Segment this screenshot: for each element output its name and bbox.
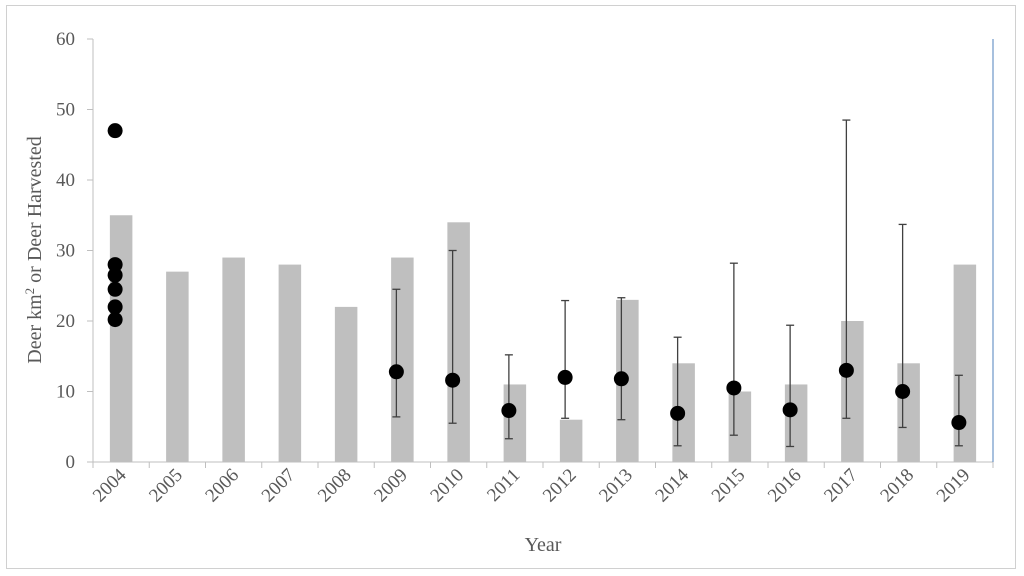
data-point bbox=[838, 362, 854, 378]
data-point bbox=[670, 405, 686, 421]
data-point bbox=[107, 267, 123, 283]
bar bbox=[166, 271, 189, 462]
x-tick-label: 2008 bbox=[314, 465, 356, 507]
x-tick-label: 2011 bbox=[483, 465, 524, 506]
point-series bbox=[107, 123, 967, 431]
x-tick-labels: 2004 2005 2006 2007 2008 2009 2010 2011 2012 2013… bbox=[89, 464, 974, 506]
error-bar-series bbox=[392, 119, 963, 448]
bar bbox=[784, 384, 808, 462]
data-point bbox=[445, 372, 461, 388]
data-point bbox=[951, 415, 967, 431]
bar bbox=[334, 306, 358, 462]
data-point bbox=[107, 312, 123, 328]
x-tick-label: 2015 bbox=[708, 465, 750, 507]
y-axis-title: Deer km2 or Deer Harvested bbox=[22, 136, 46, 364]
x-tick-label: 2007 bbox=[258, 465, 300, 507]
bar bbox=[503, 384, 527, 462]
x-tick-label: 2012 bbox=[539, 465, 581, 507]
bar bbox=[953, 264, 977, 462]
y-tick-label: 20 bbox=[56, 311, 75, 332]
x-tick-label: 2006 bbox=[201, 465, 243, 507]
x-tick-label: 2018 bbox=[876, 465, 918, 507]
data-point bbox=[107, 281, 123, 297]
data-point bbox=[501, 403, 517, 419]
data-point bbox=[782, 402, 798, 418]
bar bbox=[109, 215, 133, 462]
data-point bbox=[107, 299, 123, 315]
x-tick-label: 2010 bbox=[426, 465, 468, 507]
y-tick-label: 40 bbox=[56, 170, 75, 191]
bar bbox=[559, 419, 583, 462]
bar bbox=[841, 321, 864, 462]
y-tick-label: 0 bbox=[66, 452, 76, 473]
y-tick-label: 10 bbox=[56, 382, 75, 403]
bar bbox=[897, 363, 920, 462]
y-tick-label: 30 bbox=[56, 241, 75, 262]
x-tick-label: 2017 bbox=[820, 465, 862, 507]
data-point bbox=[895, 384, 911, 399]
axes bbox=[87, 38, 994, 468]
data-point bbox=[388, 364, 404, 380]
bar bbox=[728, 391, 752, 462]
data-point bbox=[613, 371, 629, 387]
y-tick-label: 50 bbox=[56, 100, 75, 121]
bar bbox=[447, 222, 470, 462]
y-axis-title-rest: or Deer Harvested bbox=[24, 136, 46, 288]
data-point bbox=[107, 123, 123, 139]
x-tick-label: 2014 bbox=[651, 464, 693, 506]
bar bbox=[222, 257, 245, 462]
y-axis-title-main: Deer km bbox=[24, 294, 46, 364]
x-tick-label: 2009 bbox=[370, 465, 412, 507]
bar bbox=[278, 264, 302, 462]
x-tick-label: 2013 bbox=[595, 465, 637, 507]
x-tick-label: 2019 bbox=[933, 465, 975, 507]
data-point bbox=[557, 369, 573, 385]
data-point bbox=[107, 257, 123, 273]
data-point bbox=[726, 380, 742, 396]
x-tick-label: 2004 bbox=[89, 464, 131, 506]
chart-frame bbox=[6, 5, 1016, 569]
y-axis-title-superscript: 2 bbox=[22, 288, 37, 295]
y-tick-label: 60 bbox=[56, 29, 75, 50]
y-tick-labels: 0 10 20 30 40 50 60 bbox=[56, 29, 75, 473]
x-tick-label: 2005 bbox=[145, 465, 187, 507]
x-tick-label: 2016 bbox=[764, 465, 806, 507]
bar bbox=[391, 257, 414, 462]
x-axis-title: Year bbox=[525, 534, 562, 556]
